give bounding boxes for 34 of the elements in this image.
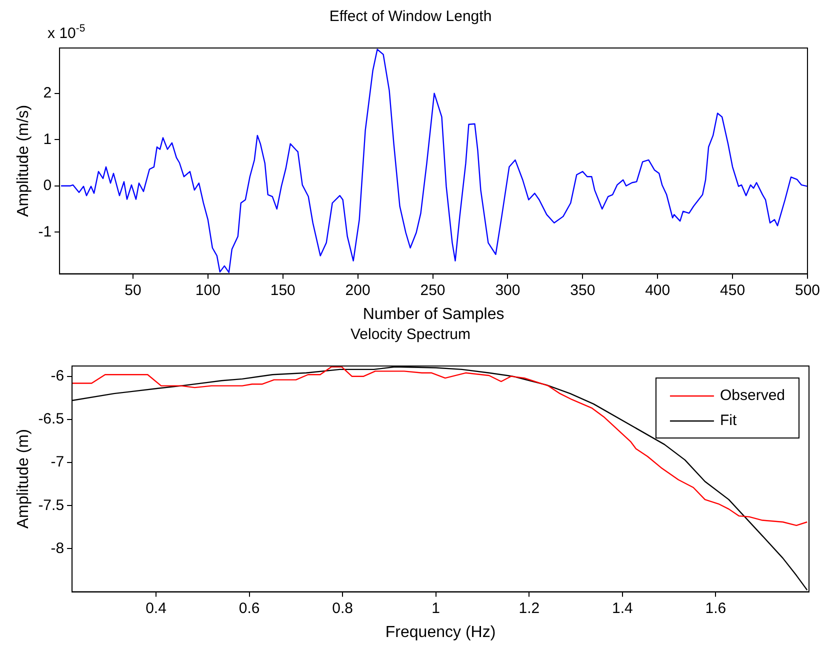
y-tick-label: -6.5 — [38, 410, 64, 428]
y-tick-label: -1 — [38, 223, 52, 240]
legend-label: Fit — [720, 412, 738, 430]
y-tick-label: -8 — [50, 540, 64, 557]
x-tick-label: 150 — [270, 282, 296, 299]
chart-title: Velocity Spectrum — [350, 326, 471, 344]
x-tick-label: 350 — [570, 282, 596, 299]
x-tick-label: 0.4 — [146, 600, 166, 617]
y-axis-title: Amplitude (m) — [15, 429, 32, 529]
y-axis-title: Amplitude (m/s) — [15, 104, 32, 217]
x-tick-label: 1.4 — [612, 600, 633, 617]
x-tick-label: 1.6 — [705, 600, 726, 617]
x-tick-label: 400 — [645, 282, 670, 299]
x-tick-label: 0.6 — [238, 600, 260, 617]
x-tick-label: 50 — [124, 282, 142, 299]
x-axis-title: Number of Samples — [362, 306, 504, 323]
x-tick-label: 100 — [195, 282, 220, 299]
y-tick-label: -7 — [50, 454, 64, 471]
x-tick-label: 1.2 — [518, 600, 540, 617]
x-tick-label: 250 — [420, 282, 446, 299]
x-tick-label: 0.8 — [332, 600, 354, 617]
x-tick-label: 450 — [720, 282, 746, 299]
x-tick-label: 300 — [495, 282, 520, 299]
y-tick-label: -6 — [50, 367, 64, 384]
x-axis-title: Frequency (Hz) — [385, 624, 496, 641]
y-tick-label: -7.5 — [38, 496, 64, 514]
chart-title: Effect of Window Length — [329, 8, 492, 26]
y-tick-label: 2 — [43, 84, 52, 102]
legend-label: Observed — [720, 387, 786, 404]
x-tick-label: 1 — [432, 600, 440, 617]
y-tick-label: 0 — [43, 177, 52, 194]
y-tick-label: 1 — [43, 130, 52, 148]
x-tick-label: 500 — [794, 282, 820, 299]
x-tick-label: 200 — [345, 282, 370, 299]
